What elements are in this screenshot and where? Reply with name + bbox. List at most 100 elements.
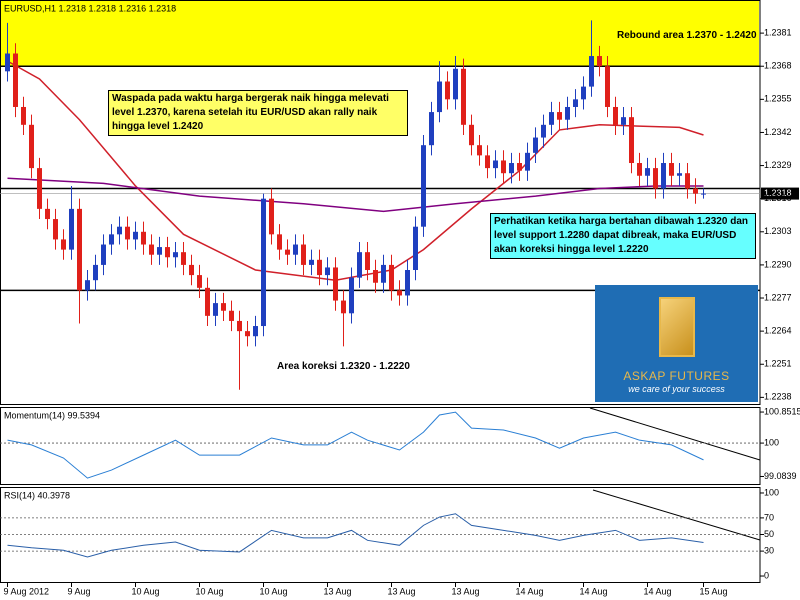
y-tick-label: 1.2329 [764, 160, 792, 170]
candle-body [517, 163, 522, 171]
candle-body [509, 163, 514, 174]
candle-body [533, 137, 538, 153]
candle-body [261, 198, 266, 327]
x-tick-label: 9 Aug 2012 [4, 586, 50, 596]
logo-name: ASKAP FUTURES [623, 369, 730, 383]
annotation: Area koreksi 1.2320 - 1.2220 [277, 361, 410, 372]
panel-title: Momentum(14) 99.5394 [4, 410, 100, 420]
y-tick-label: 1.2381 [764, 27, 792, 37]
candle-body [405, 270, 410, 296]
candle-body [637, 163, 642, 176]
x-tick-label: 10 Aug [260, 586, 288, 596]
candle-body [557, 112, 562, 120]
candle-body [61, 239, 66, 250]
candle-body [149, 244, 154, 255]
x-tick-label: 14 Aug [644, 586, 672, 596]
candle-body [197, 275, 202, 288]
candle-body [213, 303, 218, 316]
logo-tagline: we care of your success [628, 384, 725, 394]
y-tick-label: 100 [764, 487, 779, 497]
candle-body [301, 244, 306, 265]
panel-title: EURUSD,H1 1.2318 1.2318 1.2316 1.2318 [4, 3, 176, 13]
panel-title: RSI(14) 40.3978 [4, 490, 70, 500]
candle-body [317, 259, 322, 276]
price-label-box [761, 187, 799, 200]
candle-body [365, 252, 370, 270]
x-tick-label: 13 Aug [452, 586, 480, 596]
candle-body [269, 198, 274, 235]
candle-body [101, 244, 106, 265]
y-tick-label: 99.0839 [764, 471, 797, 481]
candle-body [645, 168, 650, 176]
candle-body [93, 264, 98, 281]
candle-body [293, 244, 298, 255]
candle-body [245, 331, 250, 337]
candle-body [349, 277, 354, 314]
candle-body [277, 234, 282, 250]
y-tick-label: 1.2238 [764, 392, 792, 402]
candle-body [701, 193, 706, 195]
y-tick-label: 0 [764, 570, 769, 580]
y-tick-label: 70 [764, 512, 774, 522]
candle-body [685, 173, 690, 189]
candle-body [653, 168, 658, 189]
x-tick-label: 9 Aug [68, 586, 91, 596]
y-tick-label: 1.2342 [764, 127, 792, 137]
candle-body [693, 188, 698, 194]
x-tick-label: 10 Aug [196, 586, 224, 596]
candle-body [461, 68, 466, 125]
candle-body [45, 208, 50, 220]
candle-body [205, 287, 210, 316]
candle-body [621, 117, 626, 125]
candle-body [37, 168, 42, 209]
candle-body [173, 252, 178, 258]
y-tick-label: 30 [764, 545, 774, 555]
candle-body [485, 155, 490, 169]
y-tick-label: 1.2368 [764, 61, 792, 71]
y-tick-label: 100.8515 [764, 406, 800, 416]
y-tick-label: 1.2277 [764, 292, 792, 302]
x-tick-label: 14 Aug [516, 586, 544, 596]
candle-body [53, 219, 58, 240]
candle-body [229, 310, 234, 321]
candle-body [565, 106, 570, 120]
zone [1, 1, 759, 67]
candle-body [21, 106, 26, 125]
price-label: 1.2318 [764, 188, 792, 198]
candle-body [477, 145, 482, 156]
candle-body [253, 326, 258, 337]
candle-body [5, 53, 10, 72]
candle-body [29, 124, 34, 169]
indicator-line [7, 411, 704, 479]
note-box: Perhatikan ketika harga bertahan dibawah… [490, 213, 756, 259]
candle-body [389, 264, 394, 291]
panel-frame [0, 0, 761, 405]
x-tick-label: 15 Aug [700, 586, 728, 596]
candle-body [189, 264, 194, 276]
candle-body [661, 163, 666, 189]
candle-body [77, 208, 82, 291]
x-tick-label: 13 Aug [388, 586, 416, 596]
y-tick-label: 1.2290 [764, 259, 792, 269]
candle-body [141, 231, 146, 245]
y-tick-label: 1.2355 [764, 94, 792, 104]
indicator-line [7, 513, 704, 558]
panel-frame [0, 407, 761, 485]
candle-body [333, 267, 338, 301]
trend-line [589, 407, 761, 461]
candle-body [445, 81, 450, 100]
candle-body [373, 270, 378, 283]
y-tick-label: 1.2264 [764, 326, 792, 336]
logo: ASKAP FUTURES we care of your success [595, 285, 758, 402]
candle-body [421, 145, 426, 227]
candle-body [341, 300, 346, 314]
candle-body [469, 124, 474, 146]
candle-body [285, 249, 290, 255]
note-box: Waspada pada waktu harga bergerak naik h… [108, 90, 408, 136]
candle-body [549, 112, 554, 125]
candle-body [429, 112, 434, 146]
candle-body [237, 320, 242, 332]
y-tick-label: 1.2251 [764, 359, 792, 369]
annotation: Rebound area 1.2370 - 1.2420 [617, 30, 757, 41]
